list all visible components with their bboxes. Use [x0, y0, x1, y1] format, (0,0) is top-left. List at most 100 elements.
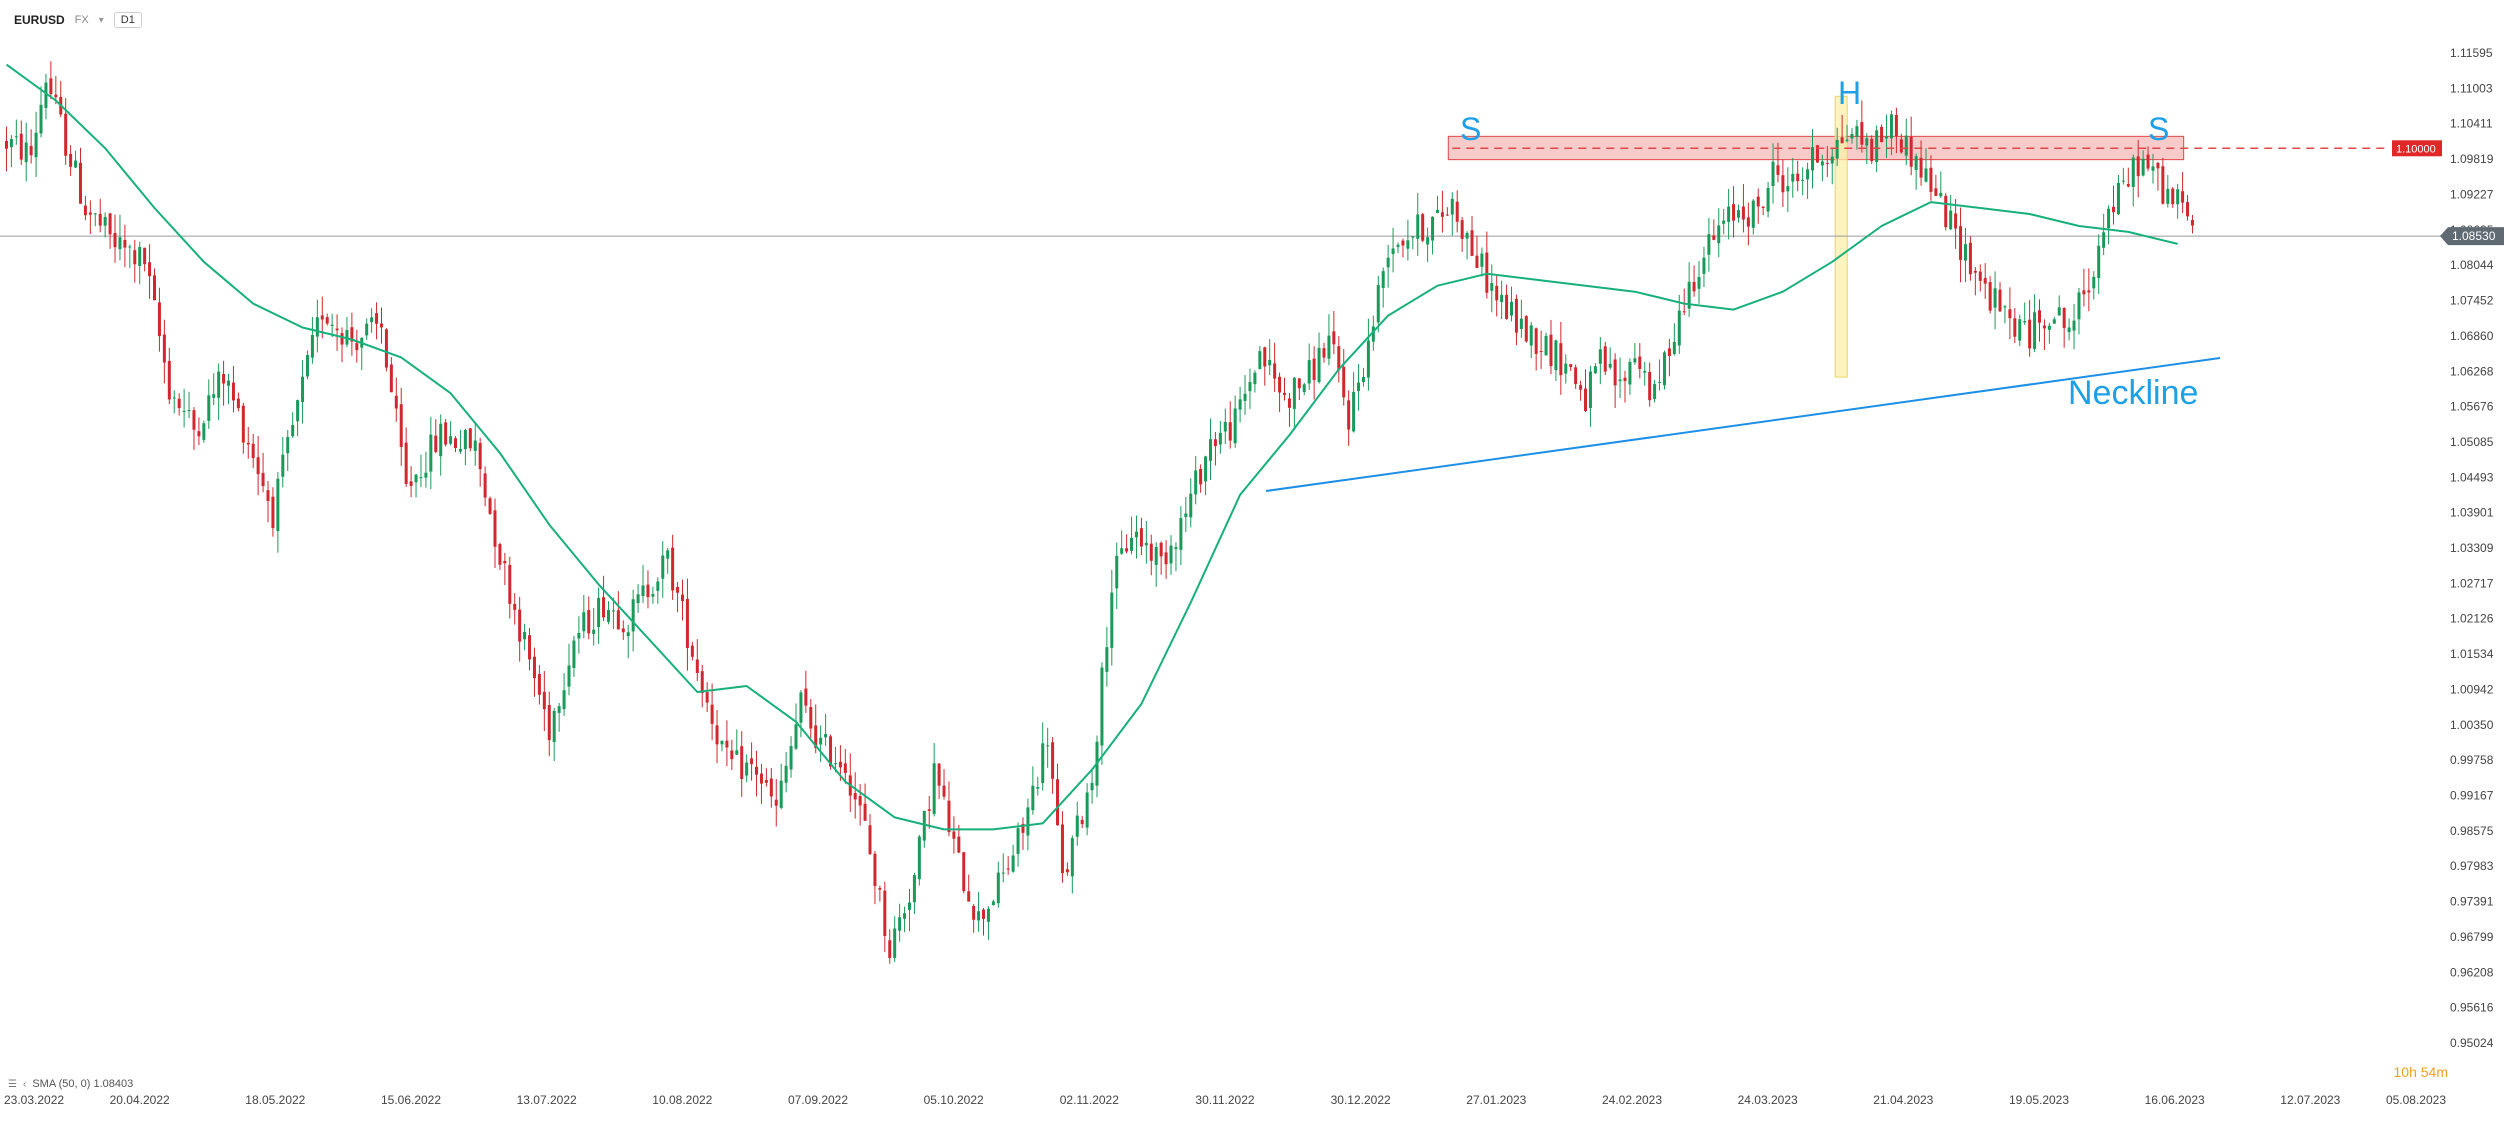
candle-body	[606, 609, 610, 622]
candle	[676, 582, 680, 613]
candle-body	[616, 610, 620, 630]
candle	[2087, 268, 2091, 312]
candle	[1830, 148, 1834, 185]
candle	[143, 247, 147, 272]
candle-body	[2186, 202, 2190, 217]
chevron-down-icon[interactable]: ▾	[98, 14, 104, 26]
candle-body	[1811, 147, 1815, 171]
candle	[227, 373, 231, 405]
candle	[1046, 727, 1050, 768]
candle-body	[108, 213, 112, 235]
candle-body	[1223, 421, 1227, 432]
candle-body	[1865, 138, 1869, 146]
candle	[1342, 349, 1346, 406]
candle	[1243, 375, 1247, 415]
candle-body	[1051, 742, 1055, 779]
candle-body	[2146, 154, 2150, 169]
candle-body	[1593, 366, 1597, 374]
candle	[1273, 342, 1277, 392]
candle	[1189, 478, 1193, 528]
candle-body	[1761, 206, 1765, 208]
candle-body	[621, 628, 625, 633]
candle-body	[750, 758, 754, 765]
timeframe-selector[interactable]: D1	[113, 12, 142, 28]
candle	[853, 772, 857, 819]
candle	[1105, 626, 1109, 687]
candle	[927, 796, 931, 829]
candle	[577, 616, 581, 654]
candle	[419, 454, 423, 488]
candle-body	[1815, 145, 1819, 163]
candle	[537, 665, 541, 705]
candle	[1968, 236, 1972, 281]
x-tick-label: 27.01.2023	[1466, 1093, 1526, 1107]
candle	[1208, 418, 1212, 481]
candle-body	[1179, 518, 1183, 550]
candle	[1667, 339, 1671, 377]
candle	[804, 670, 808, 713]
candle-body	[1584, 388, 1588, 412]
candle-body	[1519, 318, 1523, 329]
candle-body	[1115, 555, 1119, 589]
candle	[340, 327, 344, 363]
candle-body	[962, 852, 966, 892]
candle	[325, 313, 329, 326]
candle-body	[824, 733, 828, 738]
candle-body	[153, 275, 157, 301]
candle	[2121, 167, 2125, 185]
candle	[1366, 318, 1370, 391]
candle	[1056, 763, 1060, 826]
candle-body	[523, 631, 527, 640]
candle	[1653, 379, 1657, 403]
candle-body	[1791, 173, 1795, 182]
candle	[1865, 133, 1869, 165]
candle-body	[1283, 392, 1287, 395]
symbol-label[interactable]: EURUSD	[14, 13, 65, 27]
candle	[1258, 345, 1262, 370]
candle	[1978, 264, 1982, 292]
candle-body	[1455, 201, 1459, 222]
candle	[942, 769, 946, 800]
candle-body	[1125, 548, 1129, 552]
candle	[690, 641, 694, 661]
candle-body	[878, 888, 882, 890]
candle	[1095, 735, 1099, 798]
candle-body	[1712, 235, 1716, 240]
candle-body	[449, 436, 453, 444]
y-tick-label: 0.95616	[2450, 1001, 2494, 1015]
candle-body	[991, 901, 995, 906]
candle-body	[552, 710, 556, 743]
candle	[458, 429, 462, 454]
list-icon[interactable]: ☰	[8, 1078, 17, 1090]
candle-body	[626, 632, 630, 637]
candle	[2112, 185, 2116, 225]
candle	[1998, 282, 2002, 312]
candle	[1090, 767, 1094, 804]
collapse-icon[interactable]: ‹	[22, 1078, 27, 1090]
candle	[907, 888, 911, 932]
candle	[779, 763, 783, 810]
zones-layer	[1447, 95, 2185, 378]
candle	[784, 752, 788, 793]
x-tick-label: 24.02.2023	[1602, 1093, 1662, 1107]
candle	[103, 212, 107, 238]
candle	[2003, 304, 2007, 324]
candle-body	[212, 394, 216, 398]
candle	[626, 624, 630, 659]
candle	[197, 417, 201, 446]
candle-body	[1885, 136, 1889, 139]
candle-body	[1065, 869, 1069, 873]
candle-body	[1031, 785, 1035, 811]
candle	[1554, 339, 1558, 381]
candle-body	[246, 442, 250, 445]
candle	[1510, 286, 1514, 322]
candle	[1569, 363, 1573, 372]
candle	[1357, 364, 1361, 411]
candle-body	[1510, 301, 1514, 316]
candle-body	[1579, 385, 1583, 390]
candle-body	[409, 481, 413, 486]
candle-body	[1154, 546, 1158, 565]
candle-body	[1426, 237, 1430, 245]
